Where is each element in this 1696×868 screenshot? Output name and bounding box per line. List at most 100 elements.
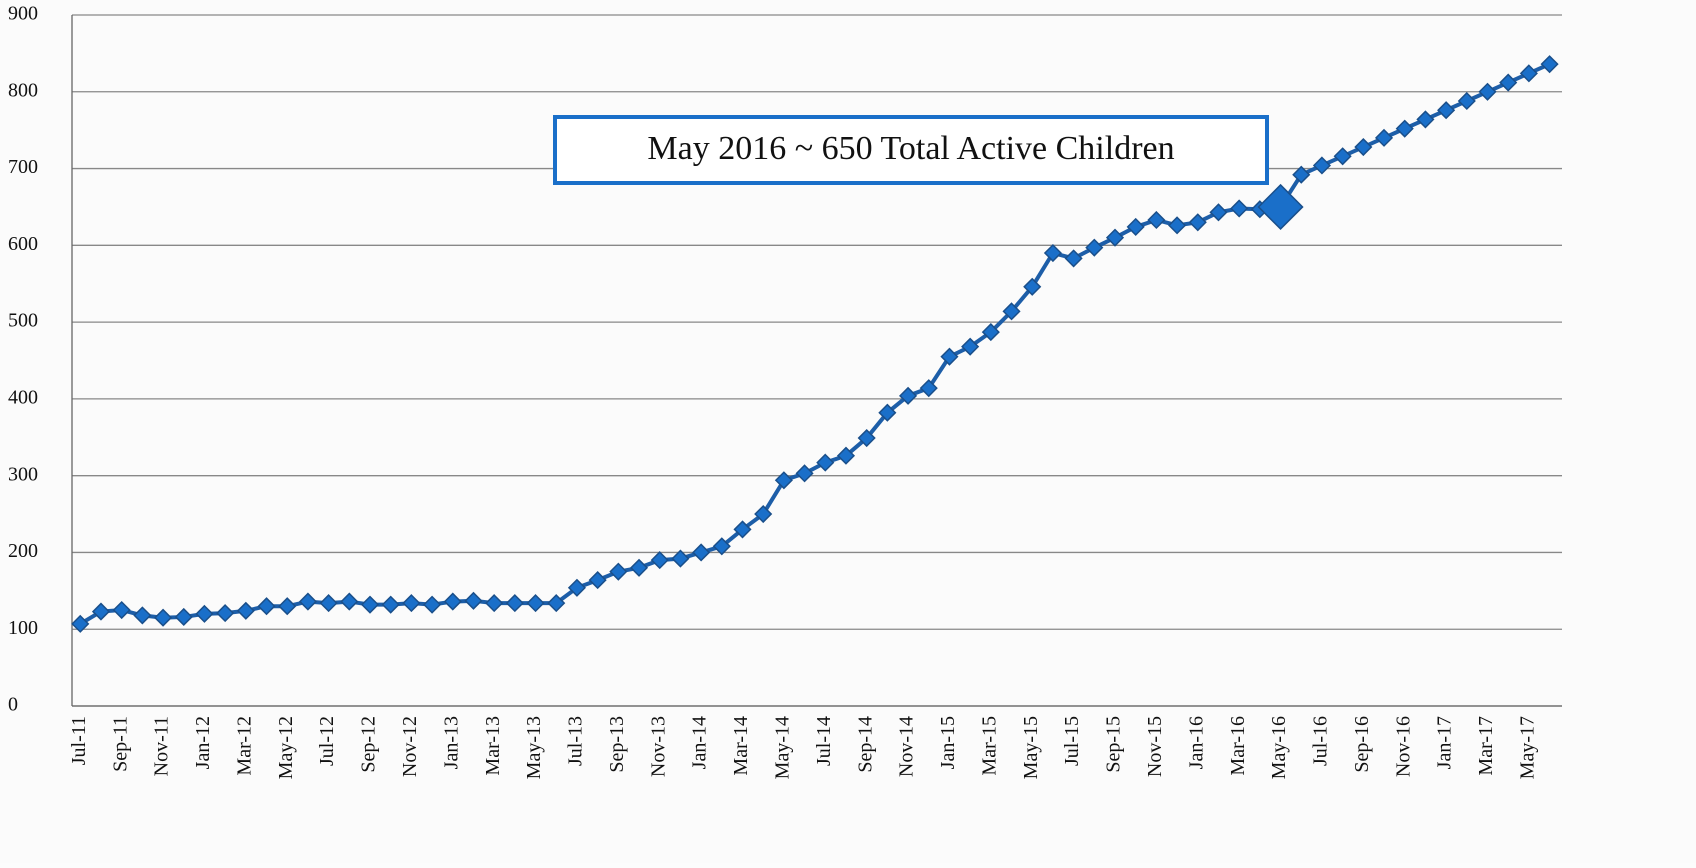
x-tick-label: Sep-15 [1103, 716, 1125, 773]
x-tick-label: Jul-11 [68, 716, 90, 765]
marker [1354, 137, 1373, 157]
x-tick-label: May-12 [275, 716, 297, 779]
marker [1168, 216, 1187, 235]
x-tick-label: Jan-12 [192, 716, 214, 769]
marker [733, 520, 752, 539]
marker [981, 323, 1000, 342]
y-tick-label: 400 [8, 386, 38, 408]
marker [1312, 156, 1332, 175]
y-tick-label: 100 [8, 617, 38, 639]
marker [774, 471, 793, 490]
marker [340, 592, 359, 611]
marker [1188, 213, 1207, 232]
marker [547, 594, 566, 613]
marker [485, 594, 504, 613]
x-tick-label: Jul-15 [1061, 716, 1083, 766]
marker [671, 549, 690, 568]
marker [898, 386, 918, 405]
x-tick-label: Jul-13 [565, 716, 587, 766]
x-tick-label: Mar-12 [233, 716, 255, 776]
x-tick-label: May-15 [1020, 716, 1042, 779]
marker [257, 597, 276, 616]
x-tick-label: May-13 [523, 716, 545, 779]
marker [1457, 91, 1476, 111]
marker [609, 562, 628, 581]
annotation: May 2016 ~ 650 Total Active Children [647, 130, 1174, 167]
marker [692, 543, 711, 562]
marker [836, 446, 856, 465]
marker [816, 453, 835, 472]
marker [443, 592, 462, 611]
y-tick-label: 500 [8, 310, 38, 332]
x-tick-label: Nov-14 [896, 716, 918, 777]
marker [754, 504, 773, 524]
x-tick-label: Jan-13 [440, 716, 462, 769]
marker [857, 428, 876, 448]
marker [381, 595, 400, 614]
marker [588, 571, 607, 590]
marker [1209, 203, 1228, 222]
marker [629, 558, 649, 577]
x-tick-label: May-16 [1268, 716, 1290, 779]
marker [133, 606, 152, 625]
marker [878, 403, 897, 422]
marker [919, 379, 938, 398]
y-tick-label: 600 [8, 233, 38, 255]
marker [174, 607, 193, 626]
marker [1333, 147, 1352, 166]
marker [195, 604, 214, 623]
x-tick-label: Jan-15 [937, 716, 959, 769]
marker [91, 602, 111, 621]
marker [1478, 82, 1497, 101]
annotation-box [553, 115, 1269, 185]
x-tick-label: Mar-14 [730, 716, 752, 776]
x-tick-label: Nov-11 [151, 716, 173, 776]
x-tick-label: Sep-14 [854, 716, 876, 773]
x-tick-label: Sep-12 [358, 716, 380, 773]
marker [1147, 210, 1166, 230]
marker [1540, 55, 1559, 74]
x-tick-label: Jul-16 [1310, 716, 1332, 766]
x-tick-label: Jul-12 [316, 716, 338, 766]
marker [1292, 165, 1311, 184]
marker [712, 537, 731, 556]
y-tick-label: 800 [8, 79, 38, 101]
y-tick-label: 700 [8, 156, 38, 178]
marker [567, 578, 587, 597]
x-tick-label: May-17 [1516, 716, 1538, 779]
marker [1395, 119, 1414, 138]
x-tick-label: Jan-14 [689, 716, 711, 769]
x-tick-label: Jul-14 [813, 716, 835, 766]
y-tick-label: 300 [8, 463, 38, 485]
x-tick-label: Mar-15 [978, 716, 1000, 776]
marker [1043, 243, 1062, 263]
marker [1126, 217, 1145, 236]
x-tick-label: Nov-13 [647, 716, 669, 777]
marker [1105, 228, 1125, 247]
marker [505, 594, 524, 613]
marker [961, 337, 980, 356]
plot: 0 100 200 300 400 500 600 700 800 900 Jul-11 Sep-11… [8, 3, 1562, 779]
y-tick-label: 200 [8, 540, 38, 562]
marker [298, 592, 317, 611]
x-tick-label: Sep-16 [1351, 716, 1373, 773]
marker [278, 597, 297, 616]
marker [402, 594, 421, 613]
marker [526, 594, 545, 613]
marker [1499, 73, 1518, 92]
x-tick-label: Nov-16 [1392, 716, 1414, 777]
marker [216, 604, 235, 623]
x-tick-label: Mar-16 [1227, 716, 1249, 776]
marker [1064, 249, 1083, 268]
marker [1257, 183, 1304, 231]
marker [153, 608, 173, 627]
x-tick-label: Nov-12 [399, 716, 421, 777]
marker [71, 614, 90, 633]
marker [1519, 64, 1538, 83]
marker [1085, 238, 1104, 257]
marker [464, 591, 483, 610]
marker [1416, 110, 1435, 129]
marker [650, 551, 669, 570]
marker [1002, 302, 1021, 321]
